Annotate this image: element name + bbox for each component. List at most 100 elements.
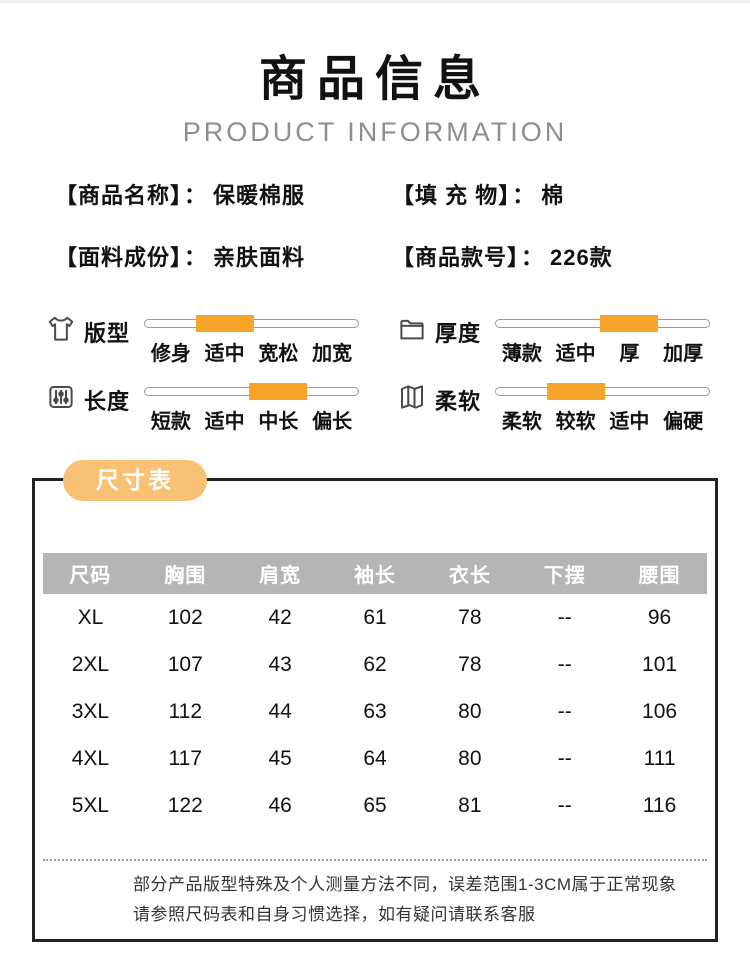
column-header: 尺码 bbox=[69, 565, 112, 587]
size-note-line: 请参照尺码表和自身习惯选择，如有疑问请联系客服 bbox=[133, 905, 536, 924]
field-label: 【面料成份】 bbox=[55, 245, 183, 270]
table-cell: 2XL bbox=[71, 652, 110, 676]
table-cell: 96 bbox=[647, 605, 672, 629]
slider-option: 柔软 bbox=[501, 411, 542, 433]
attribute-sliders: 版型 修身 适中 宽松 加宽 厚度 薄款 bbox=[0, 314, 750, 434]
slider-option: 适中 bbox=[555, 343, 596, 365]
slider-active-segment bbox=[600, 315, 659, 332]
slider-option: 中长 bbox=[258, 411, 299, 433]
page-subtitle: PRODUCT INFORMATION bbox=[182, 117, 568, 147]
slider-option: 适中 bbox=[204, 343, 245, 365]
column-header: 袖长 bbox=[353, 565, 396, 587]
slider-options: 短款 适中 中长 偏长 bbox=[144, 405, 359, 434]
page-title: 商品信息 bbox=[258, 53, 491, 106]
slider-option: 适中 bbox=[204, 411, 245, 433]
table-row: XL 102 42 61 78 -- 96 bbox=[43, 594, 707, 641]
table-cell: 101 bbox=[642, 652, 678, 676]
attr-name: 长度 bbox=[84, 389, 131, 414]
table-cell: XL bbox=[77, 605, 104, 629]
top-border bbox=[0, 0, 750, 3]
slider-option: 修身 bbox=[150, 343, 191, 365]
table-cell: 102 bbox=[167, 605, 203, 629]
table-row: 5XL 122 46 65 81 -- 116 bbox=[43, 782, 707, 829]
fabric-icon bbox=[397, 382, 429, 412]
field-label: 【填 充 物】 bbox=[392, 183, 511, 208]
column-header: 下摆 bbox=[543, 565, 586, 587]
table-cell: 62 bbox=[363, 652, 387, 676]
column-header: 肩宽 bbox=[259, 565, 302, 587]
table-cell: 42 bbox=[268, 605, 292, 629]
slider-option: 偏硬 bbox=[663, 411, 704, 433]
table-cell: 44 bbox=[268, 699, 292, 723]
field-colon: ： bbox=[512, 183, 536, 208]
table-cell: 5XL bbox=[71, 793, 110, 817]
table-cell: 3XL bbox=[71, 699, 110, 723]
table-cell: 65 bbox=[363, 793, 387, 817]
table-cell: 106 bbox=[642, 699, 678, 723]
table-cell: 4XL bbox=[71, 746, 110, 770]
column-header: 胸围 bbox=[164, 565, 207, 587]
attr-row-softness: 柔软 柔软 较软 适中 偏硬 bbox=[397, 382, 710, 434]
slider-active-segment bbox=[249, 383, 308, 400]
table-cell: 112 bbox=[168, 699, 203, 723]
table-row: 3XL 112 44 63 80 -- 106 bbox=[43, 688, 707, 735]
field-colon: ： bbox=[521, 245, 545, 270]
column-header: 衣长 bbox=[448, 565, 491, 587]
attr-name: 厚度 bbox=[435, 321, 482, 346]
field-colon: ： bbox=[184, 245, 208, 270]
table-cell: 122 bbox=[167, 793, 203, 817]
field-value: 棉 bbox=[541, 183, 565, 208]
field-value: 226款 bbox=[550, 245, 613, 270]
field-value: 保暖棉服 bbox=[213, 183, 306, 208]
table-cell: -- bbox=[557, 793, 572, 817]
field-label: 【商品款号】 bbox=[392, 245, 520, 270]
tshirt-icon bbox=[46, 314, 78, 344]
slider-option: 偏长 bbox=[312, 411, 353, 433]
table-row: 2XL 107 43 62 78 -- 101 bbox=[43, 641, 707, 688]
table-cell: 43 bbox=[268, 652, 292, 676]
slider-active-segment bbox=[195, 315, 254, 332]
table-cell: 80 bbox=[458, 699, 482, 723]
slider-option: 适中 bbox=[609, 411, 650, 433]
size-chart-tag: 尺寸表 bbox=[63, 460, 207, 501]
slider-option: 加宽 bbox=[312, 343, 353, 365]
table-cell: 117 bbox=[168, 746, 203, 770]
table-row: 4XL 117 45 64 80 -- 111 bbox=[43, 735, 707, 782]
table-cell: -- bbox=[557, 699, 572, 723]
table-header-row: 尺码 胸围 肩宽 袖长 衣长 下摆 腰围 bbox=[43, 553, 707, 594]
table-cell: -- bbox=[557, 605, 572, 629]
attr-row-length: 长度 短款 适中 中长 偏长 bbox=[46, 382, 359, 434]
header: 商品信息 PRODUCT INFORMATION bbox=[0, 3, 750, 148]
slider-active-segment bbox=[546, 383, 605, 400]
table-cell: 78 bbox=[458, 652, 482, 676]
attr-slider: 短款 适中 中长 偏长 bbox=[144, 382, 359, 434]
slider-options: 薄款 适中 厚 加厚 bbox=[495, 337, 710, 366]
size-note-line: 部分产品版型特殊及个人测量方法不同，误差范围1-3CM属于正常现象 bbox=[133, 875, 677, 894]
table-cell: 64 bbox=[363, 746, 387, 770]
size-table: 尺码 胸围 肩宽 袖长 衣长 下摆 腰围 XL 102 42 61 78 -- … bbox=[43, 553, 707, 829]
table-cell: -- bbox=[557, 652, 572, 676]
table-cell: 111 bbox=[643, 746, 676, 770]
field-value: 亲肤面料 bbox=[213, 245, 306, 270]
attr-row-fit: 版型 修身 适中 宽松 加宽 bbox=[46, 314, 359, 366]
slider-option: 短款 bbox=[150, 411, 191, 433]
slider-option: 厚 bbox=[619, 343, 640, 365]
table-cell: 107 bbox=[167, 652, 203, 676]
table-cell: 61 bbox=[363, 605, 387, 629]
table-cell: 46 bbox=[268, 793, 292, 817]
size-note: 部分产品版型特殊及个人测量方法不同，误差范围1-3CM属于正常现象 请参照尺码表… bbox=[133, 870, 685, 930]
filling-field: 【填 充 物】：棉 bbox=[392, 178, 695, 210]
slider-option: 宽松 bbox=[258, 343, 299, 365]
table-cell: 78 bbox=[458, 605, 482, 629]
table-cell: 45 bbox=[268, 746, 292, 770]
table-cell: 116 bbox=[642, 793, 677, 817]
column-header: 腰围 bbox=[638, 565, 681, 587]
attr-name: 柔软 bbox=[435, 389, 482, 414]
table-cell: 63 bbox=[363, 699, 387, 723]
slider-options: 柔软 较软 适中 偏硬 bbox=[495, 405, 710, 434]
attr-slider: 修身 适中 宽松 加宽 bbox=[144, 314, 359, 366]
attr-row-thickness: 厚度 薄款 适中 厚 加厚 bbox=[397, 314, 710, 366]
folder-icon bbox=[397, 314, 429, 344]
attr-slider: 薄款 适中 厚 加厚 bbox=[495, 314, 710, 366]
slider-option: 较软 bbox=[555, 411, 596, 433]
